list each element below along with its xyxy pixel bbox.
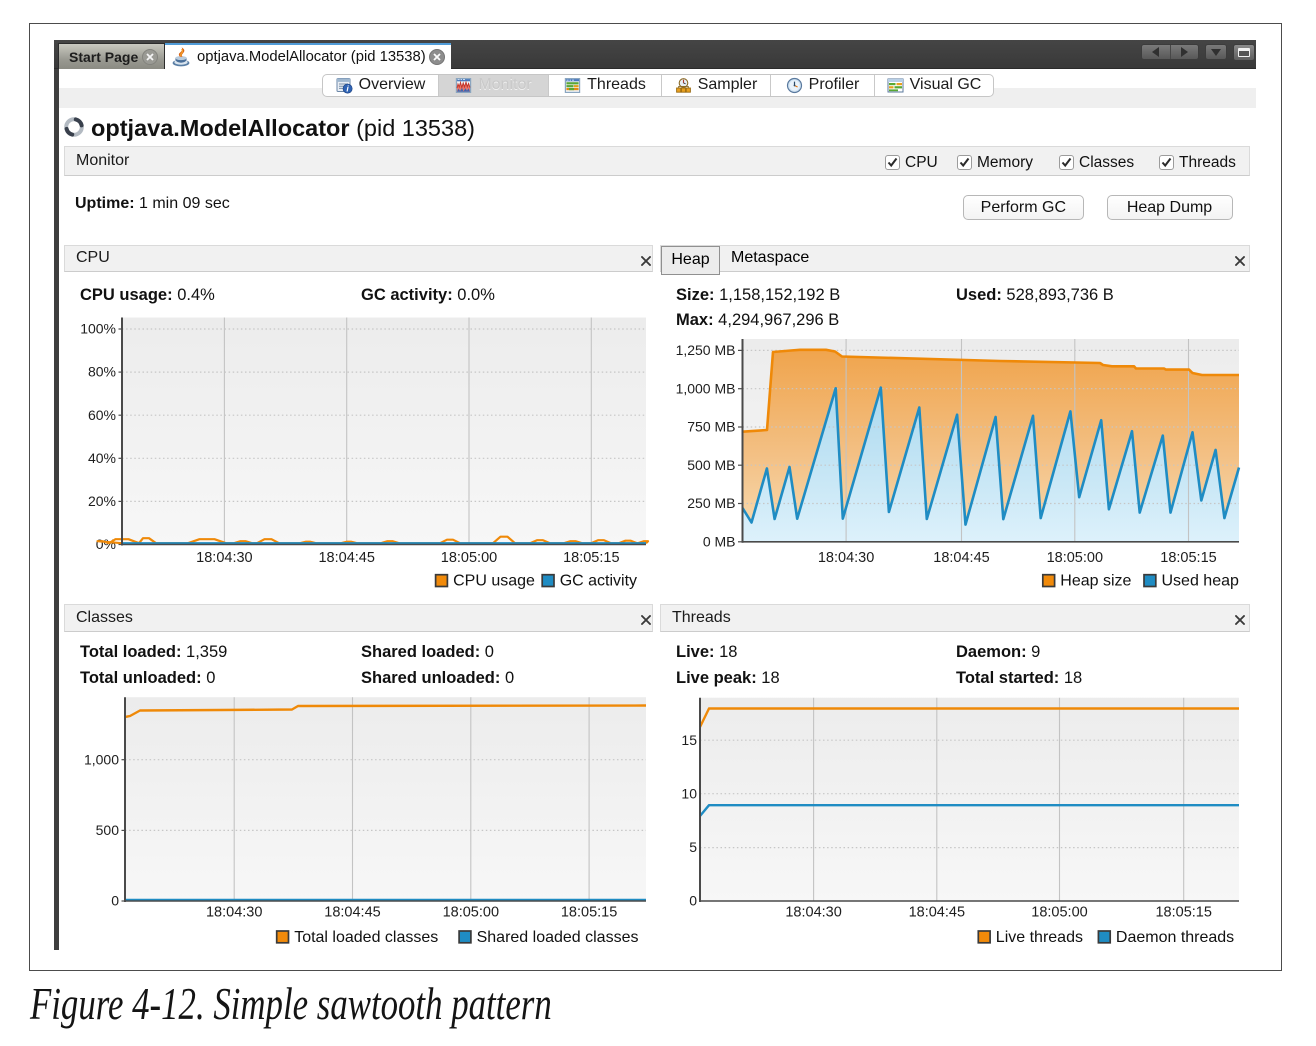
svg-text:Live threads: Live threads <box>996 929 1083 946</box>
svg-text:18:04:45: 18:04:45 <box>324 904 380 920</box>
svg-text:Total loaded classes: Total loaded classes <box>294 929 438 946</box>
svg-text:Shared loaded classes: Shared loaded classes <box>477 929 639 946</box>
svg-text:i: i <box>346 83 349 93</box>
svg-text:1,000 MB: 1,000 MB <box>676 380 736 396</box>
svg-text:Used heap: Used heap <box>1162 573 1239 590</box>
svg-text:0: 0 <box>111 893 119 909</box>
svg-text:20%: 20% <box>88 493 116 509</box>
svg-text:100%: 100% <box>80 321 116 337</box>
svg-text:0 MB: 0 MB <box>703 533 736 549</box>
svg-text:80%: 80% <box>88 364 116 380</box>
svg-text:18:05:00: 18:05:00 <box>1031 904 1087 920</box>
svg-text:GC activity: GC activity <box>560 573 637 590</box>
svg-text:250 MB: 250 MB <box>687 495 735 511</box>
svg-text:18:05:15: 18:05:15 <box>1155 904 1211 920</box>
svg-text:18:04:30: 18:04:30 <box>785 904 841 920</box>
svg-text:18:05:00: 18:05:00 <box>1047 550 1103 566</box>
svg-text:Heap size: Heap size <box>1060 573 1131 590</box>
svg-text:0%: 0% <box>96 536 116 552</box>
svg-text:CPU usage: CPU usage <box>453 573 535 590</box>
svg-text:18:04:45: 18:04:45 <box>909 904 965 920</box>
svg-text:18:05:00: 18:05:00 <box>441 550 497 566</box>
svg-text:0: 0 <box>689 893 697 909</box>
svg-text:18:04:45: 18:04:45 <box>318 550 374 566</box>
svg-text:750 MB: 750 MB <box>687 419 735 435</box>
svg-text:18:04:45: 18:04:45 <box>933 550 989 566</box>
svg-text:1,250 MB: 1,250 MB <box>676 342 736 358</box>
svg-text:18:05:15: 18:05:15 <box>563 550 619 566</box>
svg-text:5: 5 <box>689 839 697 855</box>
svg-text:60%: 60% <box>88 407 116 423</box>
svg-text:18:04:30: 18:04:30 <box>818 550 874 566</box>
svg-text:500: 500 <box>96 822 120 838</box>
svg-text:18:05:15: 18:05:15 <box>561 904 617 920</box>
svg-text:15: 15 <box>681 732 697 748</box>
svg-text:18:04:30: 18:04:30 <box>206 904 262 920</box>
svg-text:40%: 40% <box>88 450 116 466</box>
svg-text:1,000: 1,000 <box>84 751 119 767</box>
svg-text:18:04:30: 18:04:30 <box>196 550 252 566</box>
svg-text:500 MB: 500 MB <box>687 457 735 473</box>
svg-text:18:05:00: 18:05:00 <box>443 904 499 920</box>
svg-text:18:05:15: 18:05:15 <box>1160 550 1216 566</box>
svg-text:10: 10 <box>681 785 697 801</box>
svg-text:Daemon threads: Daemon threads <box>1116 929 1234 946</box>
